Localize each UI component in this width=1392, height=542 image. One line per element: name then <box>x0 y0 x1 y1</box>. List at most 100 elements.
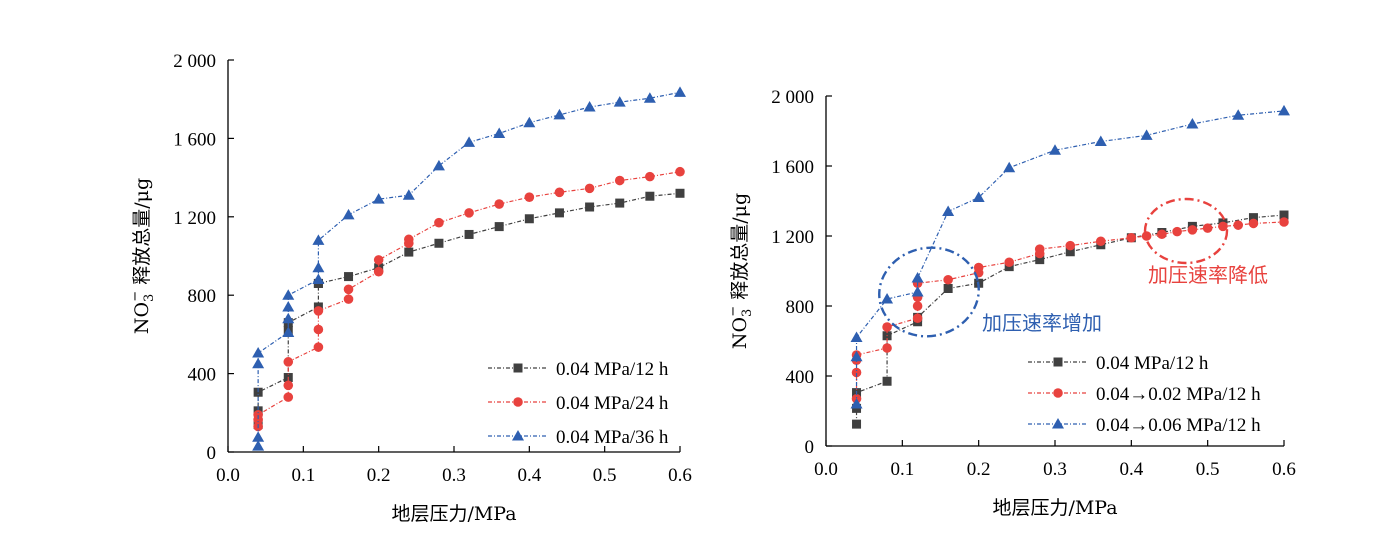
data-point <box>553 108 566 120</box>
data-point <box>643 92 656 103</box>
data-point <box>1034 244 1045 254</box>
data-point <box>912 301 923 311</box>
legend-marker <box>513 363 523 373</box>
data-point <box>584 183 595 194</box>
data-point <box>313 306 324 316</box>
data-point <box>1157 229 1167 240</box>
data-point <box>312 234 325 245</box>
data-point <box>524 192 535 202</box>
data-point <box>463 136 476 147</box>
legend-marker <box>1053 388 1063 398</box>
data-point <box>252 431 265 442</box>
data-point <box>282 326 295 337</box>
data-point <box>404 247 414 257</box>
data-point <box>372 193 385 204</box>
annotation-ellipse <box>878 246 980 338</box>
data-point <box>554 208 564 218</box>
data-point <box>523 116 536 128</box>
y-tick-label: 400 <box>188 365 217 386</box>
x-tick-label: 0.1 <box>890 459 914 480</box>
data-point <box>373 255 384 265</box>
legend-label: 0.04→0.06 MPa/12 h <box>1096 415 1261 436</box>
data-point <box>494 222 504 232</box>
data-point <box>850 350 863 362</box>
data-point <box>1202 223 1213 233</box>
y-tick-label: 1 600 <box>173 129 216 150</box>
data-point <box>1035 255 1045 265</box>
data-point <box>911 272 924 283</box>
data-point <box>464 208 474 218</box>
data-point <box>282 300 295 312</box>
data-point <box>972 191 985 202</box>
data-point <box>675 166 685 177</box>
data-point <box>1279 217 1289 227</box>
data-point <box>1278 104 1290 116</box>
legend-label: 0.04 MPa/36 h <box>556 427 669 448</box>
y-tick-label: 0 <box>805 437 815 458</box>
data-point <box>493 127 506 138</box>
data-point <box>852 419 862 429</box>
data-point <box>674 86 686 97</box>
data-point <box>850 331 863 342</box>
legend-label: 0.04 MPa/24 h <box>556 393 669 414</box>
data-point <box>1232 109 1245 120</box>
data-point <box>1233 220 1243 230</box>
data-point <box>675 188 685 198</box>
data-point <box>1248 218 1259 229</box>
data-point <box>343 284 354 295</box>
data-point <box>942 205 955 216</box>
legend-label: 0.04→0.02 MPa/12 h <box>1096 384 1261 405</box>
data-point <box>404 234 414 245</box>
data-point <box>614 175 625 186</box>
data-point <box>583 101 596 112</box>
data-point <box>252 357 265 369</box>
data-point <box>881 293 894 304</box>
x-tick-label: 0.0 <box>216 465 240 486</box>
y-tick-label: 2 000 <box>771 87 814 108</box>
y-tick-label: 1 600 <box>771 157 814 178</box>
data-point <box>313 342 324 352</box>
data-point <box>252 347 265 358</box>
x-tick-label: 0.0 <box>814 459 838 480</box>
data-point <box>342 208 355 220</box>
x-tick-label: 0.3 <box>1043 459 1067 480</box>
data-point <box>1003 161 1016 173</box>
data-point <box>1279 210 1289 220</box>
data-point <box>1096 236 1106 247</box>
x-tick-label: 0.5 <box>1196 459 1220 480</box>
legend-marker <box>1052 418 1064 429</box>
data-point <box>344 272 354 282</box>
x-tick-label: 0.3 <box>442 465 466 486</box>
legend-marker <box>512 430 524 441</box>
data-point <box>253 387 263 397</box>
data-point <box>1248 213 1258 223</box>
legend-marker <box>513 397 523 407</box>
data-point <box>613 96 626 107</box>
y-axis-label: NO3− 释放总量/μg <box>726 193 755 349</box>
data-point <box>464 229 474 239</box>
x-tick-label: 0.4 <box>1119 459 1143 480</box>
data-point <box>1065 247 1075 257</box>
y-tick-label: 2 000 <box>173 51 216 72</box>
legend-label: 0.04 MPa/12 h <box>556 359 669 380</box>
data-point <box>850 398 863 409</box>
data-point <box>615 198 625 208</box>
data-point <box>1065 240 1076 251</box>
y-axis-label: NO3− 释放总量/μg <box>128 178 157 334</box>
x-axis-label: 地层压力/MPa <box>391 503 516 525</box>
data-point <box>343 294 354 304</box>
x-tick-label: 0.2 <box>967 459 991 480</box>
data-point <box>882 322 892 332</box>
annotation-label: 加压速率降低 <box>1148 263 1268 287</box>
data-point <box>1049 144 1061 155</box>
data-point <box>1186 118 1199 129</box>
y-tick-label: 800 <box>786 297 815 318</box>
data-point <box>973 262 984 273</box>
x-tick-label: 0.6 <box>668 465 692 486</box>
legend-label: 0.04 MPa/12 h <box>1096 353 1209 374</box>
data-point <box>432 159 445 171</box>
data-point <box>494 199 505 209</box>
x-tick-label: 0.4 <box>517 465 541 486</box>
data-point <box>882 343 892 353</box>
